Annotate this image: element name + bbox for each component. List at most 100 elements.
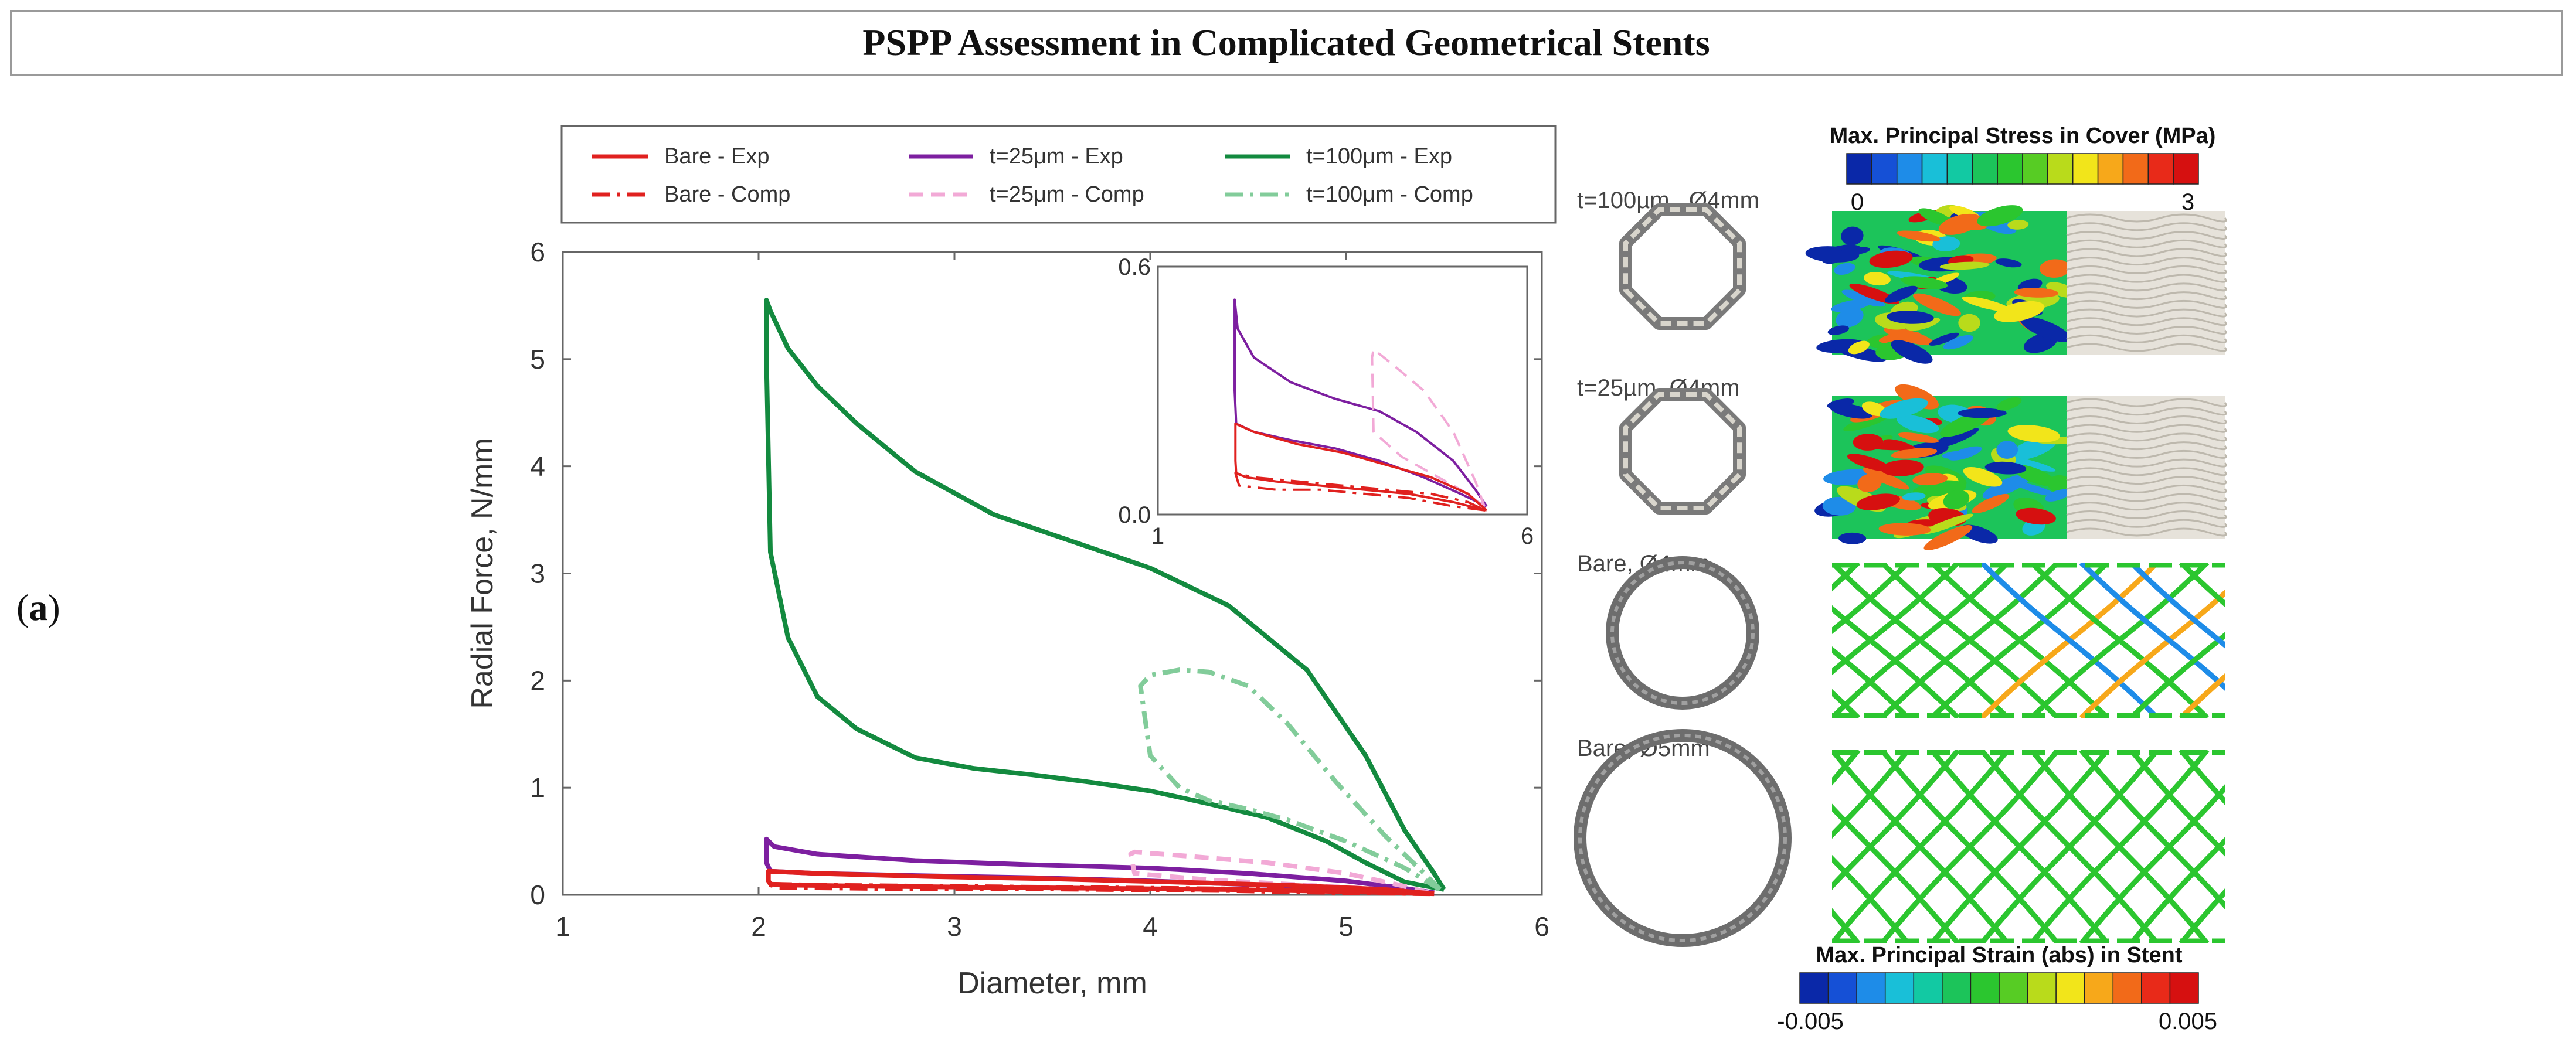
stress-patch [1887, 311, 1934, 324]
braid-wire [2029, 563, 2210, 720]
stress-patch [1848, 340, 1870, 355]
cover-wrinkle [2066, 299, 2227, 309]
colorbar-cell [1972, 153, 1998, 185]
covered-stent-contour [1805, 205, 2227, 364]
colorbar-title: Max. Principal Strain (abs) in Stent [1816, 943, 2182, 968]
stress-patch [1943, 335, 1974, 350]
colorbar-cell [1799, 972, 1829, 1004]
stress-patch [2013, 482, 2057, 496]
stress-patch [1912, 473, 1948, 486]
stress-patch [2007, 220, 2029, 230]
cover-wrinkle [2066, 398, 2227, 407]
stress-patch [1939, 261, 1990, 270]
stress-patch [1841, 289, 1885, 307]
series-line [1138, 667, 1442, 892]
series-line-inset [1234, 422, 1488, 512]
colorbar-cell [2047, 153, 2074, 185]
figure-title: PSPP Assessment in Complicated Geometric… [862, 22, 1710, 63]
x-tick-label: 2 [751, 911, 766, 942]
cover-wrinkle [2066, 502, 2227, 511]
cover-wrinkle [2066, 222, 2227, 231]
stress-patch [1864, 272, 1891, 286]
colorbar-cell [2022, 153, 2048, 185]
y-tick-label: 0 [530, 880, 545, 910]
braid-wire [2029, 748, 2210, 943]
colorbar-cell [1997, 153, 2023, 185]
cover-wrinkle [2066, 213, 2227, 223]
cover-wrinkle [2066, 282, 2227, 292]
colorbar-cell [1871, 153, 1898, 185]
braid-wire [2079, 748, 2225, 943]
colorbar-max: 3 [2181, 189, 2194, 215]
braid-wire [2330, 750, 2506, 943]
cover-wrinkle [2066, 432, 2227, 442]
stress-patch [1943, 490, 1970, 510]
x-axis-label: Diameter, mm [957, 966, 1147, 1000]
braid-wire [2330, 563, 2506, 718]
cover-wrinkle [2066, 308, 2227, 318]
stress-patch [1958, 408, 2007, 418]
y-tick-label: 5 [530, 344, 545, 374]
braid-wire [1483, 750, 1659, 943]
braid-wire [2231, 563, 2407, 718]
stress-patch [1977, 205, 2023, 227]
inset-x-tick-label: 1 [1151, 523, 1164, 549]
stent-ring-texture [1610, 561, 1755, 705]
stress-patch [1906, 317, 1941, 331]
stress-patch [1831, 299, 1871, 312]
stress-patch [1891, 448, 1938, 459]
braid-wire [2179, 563, 2225, 720]
colorbar-cell [2122, 153, 2149, 185]
stress-patch [2016, 507, 2056, 525]
braid-wire [2129, 748, 2225, 943]
stress-patch [1863, 467, 1909, 490]
braid-wire [1832, 748, 1911, 943]
colorbar-title: Max. Principal Stress in Cover (MPa) [1830, 124, 2216, 148]
stress-patch [1996, 397, 2022, 411]
series-line [766, 881, 1430, 897]
stress-patch [1856, 493, 1900, 510]
cover-wrinkle [2066, 317, 2227, 326]
legend-label: t=25μm - Exp [990, 144, 1123, 169]
series-line [766, 868, 1435, 897]
stress-patch [1897, 415, 1939, 434]
series-line-inset [1233, 298, 1488, 507]
x-tick-label: 5 [1338, 911, 1354, 942]
inset-y-tick-label: 0.6 [1118, 254, 1151, 280]
cover-wrinkle [2066, 239, 2227, 248]
stress-patch [1984, 461, 2027, 475]
cover-wrinkle [2066, 343, 2227, 352]
braid-wire [2281, 750, 2456, 943]
colorbar-cell [1970, 972, 2000, 1004]
braid-wire [2281, 563, 2456, 718]
series-line-inset [1234, 472, 1486, 512]
strain-colorbar: Max. Principal Strain (abs) in Stent -0.0… [1777, 943, 2217, 1034]
stress-patch [1996, 441, 2018, 459]
cover-wrinkle [2066, 265, 2227, 274]
bare-stents-group [1433, 563, 2506, 943]
stress-patch [1994, 301, 2045, 322]
x-tick-label: 4 [1143, 911, 1158, 942]
colorbar-cell [2097, 153, 2124, 185]
stress-patch [2002, 456, 2056, 472]
colorbar-cell [1921, 153, 1948, 185]
panel-label-close: ) [47, 587, 60, 628]
cover-wrinkle [2066, 484, 2227, 493]
colorbar-cell [1846, 153, 1872, 185]
cover-wrinkle [2066, 248, 2227, 257]
cover-wrinkle [2066, 407, 2227, 416]
braid-wire [1832, 748, 1911, 943]
colorbar-cell [2173, 153, 2199, 185]
colorbar-cell [1896, 153, 1923, 185]
inset-frame [1157, 265, 1528, 516]
stress-patch [1834, 263, 1855, 275]
stress-patch [1942, 451, 1973, 459]
braid-wire [2281, 563, 2456, 718]
colorbar-cell [2027, 972, 2057, 1004]
stress-patch [2039, 259, 2071, 278]
colorbar-min: 0 [1851, 189, 1864, 215]
braid-wire [1433, 563, 1609, 718]
cover-wrinkle [2066, 334, 2227, 343]
